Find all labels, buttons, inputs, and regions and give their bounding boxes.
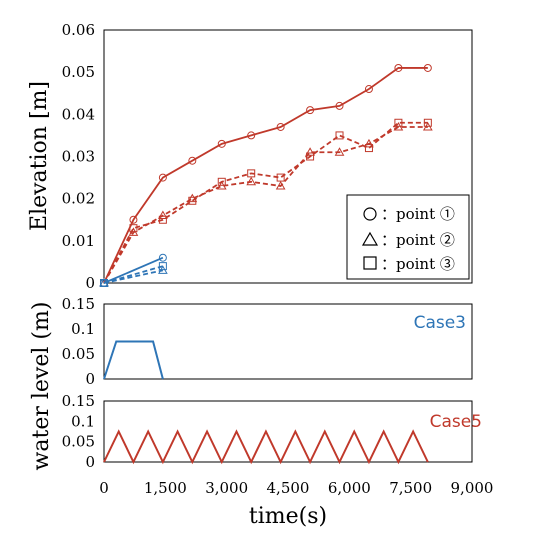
case5-label: Case5 (430, 412, 482, 432)
y-tick-label: 0.15 (62, 295, 95, 313)
case5-water-level-line (103, 429, 429, 465)
data-point-triangle (305, 147, 315, 156)
data-point-square (188, 196, 197, 205)
data-point-square (247, 169, 256, 178)
case3-plot-frame (103, 303, 473, 380)
data-point-triangle (275, 181, 286, 190)
data-point-circle (158, 253, 167, 262)
data-point-circle (158, 173, 167, 182)
elevation-y-axis-title: Elevation [m] (27, 81, 52, 231)
legend-square-icon (363, 256, 377, 270)
x-tick-label: 7,500 (389, 479, 432, 497)
elevation-y-ticks: 0 0.01 0.02 0.03 0.04 0.05 0.06 (62, 21, 95, 292)
x-tick-label: 1,500 (144, 479, 187, 497)
data-point-square (100, 279, 108, 287)
data-point-circle (364, 85, 373, 94)
data-point-square (158, 262, 167, 271)
elevation-plot-frame (103, 29, 473, 284)
data-point-triangle (334, 147, 345, 156)
x-axis-title: time(s) (249, 504, 327, 529)
elevation-series (99, 63, 433, 287)
data-point-square (276, 173, 285, 182)
data-point-square (217, 177, 226, 186)
x-tick-label: 6,000 (328, 479, 371, 497)
series-line-case5-square (103, 121, 428, 284)
data-point-square (335, 131, 344, 140)
data-point-circle (247, 131, 256, 140)
series-line-case5-triangle (103, 126, 428, 284)
x-tick-label: 0 (99, 479, 109, 497)
data-point-circle (188, 156, 197, 165)
case3-y-ticks: 0 0.05 0.1 0.15 (62, 295, 95, 388)
y-tick-label: 0 (85, 274, 95, 292)
data-point-square (394, 118, 403, 127)
y-tick-label: 0.03 (62, 148, 95, 166)
case5-panel: 0 0.05 0.1 0.15 Case5 (62, 392, 482, 471)
y-tick-label: 0.01 (62, 232, 95, 250)
y-tick-label: 0.05 (62, 345, 95, 363)
legend-label-point-3: ：point ③ (381, 255, 455, 273)
data-point-circle (394, 63, 403, 72)
y-tick-label: 0.06 (62, 21, 95, 39)
x-axis-ticks: 0 1,500 3,000 4,500 6,000 7,500 9,000 (99, 479, 493, 497)
water-level-y-axis-title: water level (m) (29, 302, 54, 471)
data-point-square (158, 215, 167, 224)
legend-triangle-icon (361, 231, 379, 246)
legend: ：point ① ：point ② ：point ③ (346, 194, 470, 280)
series-line-case5-circle (103, 67, 428, 284)
y-tick-label: 0.04 (62, 105, 95, 123)
data-point-triangle (364, 138, 374, 148)
x-tick-label: 9,000 (451, 479, 494, 497)
legend-circle-icon (363, 207, 377, 221)
series-line-case3-circle (103, 256, 164, 284)
series-line-case3-square (103, 265, 164, 284)
y-tick-label: 0.02 (62, 190, 95, 208)
data-point-circle (423, 63, 432, 72)
data-point-triangle (158, 210, 168, 220)
data-point-square (129, 224, 138, 233)
y-tick-label: 0.1 (71, 320, 95, 338)
case3-water-level-line (103, 340, 164, 380)
data-point-circle (335, 101, 344, 110)
data-point-circle (217, 139, 226, 148)
data-point-triangle (246, 176, 257, 186)
data-point-circle (129, 215, 138, 224)
case3-label: Case3 (414, 313, 466, 333)
x-tick-label: 4,500 (267, 479, 310, 497)
case3-panel: 0 0.05 0.1 0.15 Case3 (62, 295, 473, 388)
data-point-square (364, 144, 373, 153)
data-point-square (423, 118, 432, 127)
y-tick-label: 0.05 (62, 63, 95, 81)
y-tick-label: 0 (85, 453, 95, 471)
data-point-square (306, 152, 315, 161)
y-tick-label: 0.05 (62, 433, 95, 451)
case5-plot-frame (103, 400, 473, 463)
x-tick-label: 3,000 (205, 479, 248, 497)
data-point-circle (276, 122, 285, 131)
y-tick-label: 0 (85, 370, 95, 388)
legend-label-point-1: ：point ① (381, 205, 455, 223)
legend-label-point-2: ：point ② (381, 231, 455, 249)
y-tick-label: 0.15 (62, 392, 95, 410)
y-tick-label: 0.1 (71, 412, 95, 430)
case5-y-ticks: 0 0.05 0.1 0.15 (62, 392, 95, 471)
data-point-circle (306, 106, 315, 115)
elevation-panel: 0 0.01 0.02 0.03 0.04 0.05 0.06 ：point ① ：poin… (62, 21, 473, 292)
data-point-triangle (187, 193, 198, 203)
